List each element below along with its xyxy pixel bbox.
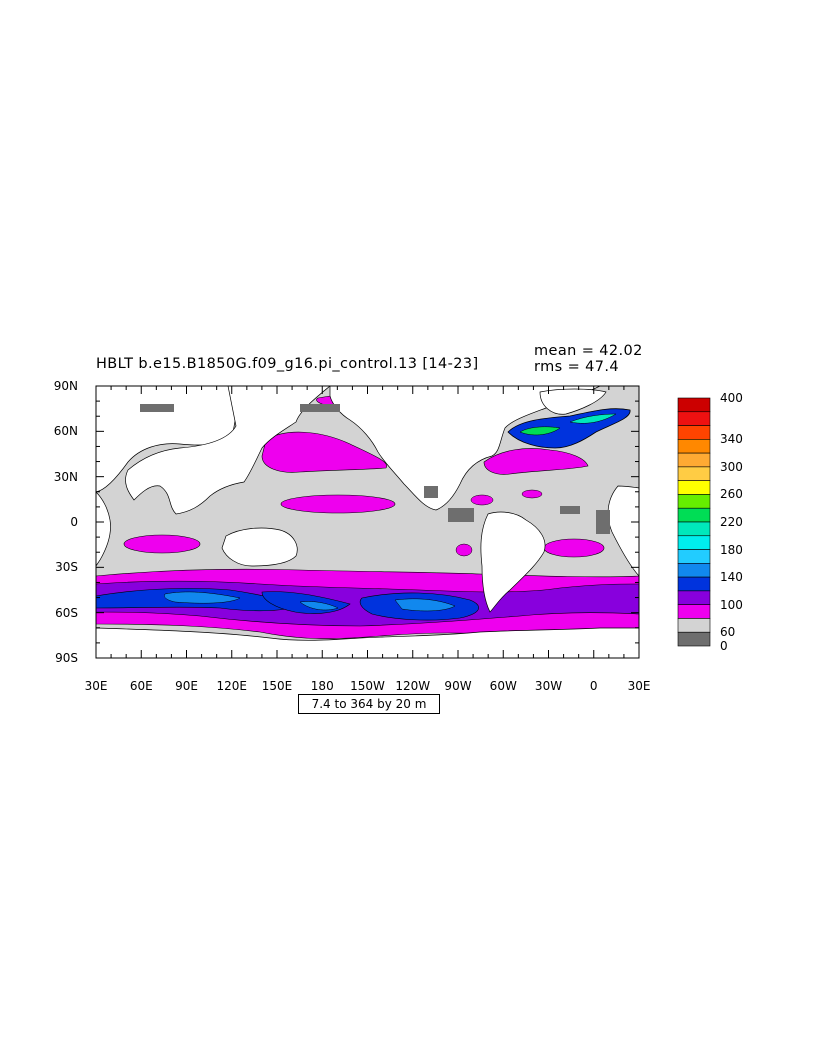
colorbar-swatch <box>677 411 711 426</box>
colorbar-label: 60 <box>720 625 736 640</box>
lon-label: 150W <box>350 679 385 693</box>
axis-ticks <box>95 385 640 659</box>
colorbar-swatch <box>677 604 711 619</box>
colorbar <box>677 397 711 647</box>
lat-label: 30S <box>55 560 78 575</box>
lon-label: 30W <box>534 679 563 693</box>
colorbar-swatch <box>677 576 711 592</box>
map-plot <box>95 385 640 659</box>
colorbar-swatch <box>677 452 711 468</box>
lon-label: 30E <box>627 679 651 693</box>
colorbar-swatch <box>677 397 711 413</box>
contour-info: 7.4 to 364 by 20 m <box>298 694 440 714</box>
colorbar-label: 400 <box>720 391 743 405</box>
colorbar-swatch <box>677 631 711 647</box>
lat-label: 90S <box>55 651 78 665</box>
caribbean-magenta <box>470 494 494 506</box>
low-patch-b <box>140 404 174 412</box>
labrador-sea-green <box>519 426 561 436</box>
colorbar-swatch <box>677 618 711 633</box>
land-north-america <box>329 385 601 511</box>
lat-label: 30N <box>53 469 78 484</box>
lon-label: 180 <box>310 679 334 693</box>
colorbar-swatch <box>677 563 711 578</box>
colorbar-swatch <box>677 439 711 454</box>
lat-label: 90N <box>53 379 78 393</box>
lat-label: 60N <box>53 424 78 439</box>
north-atlantic-magenta <box>483 448 589 475</box>
colorbar-swatch <box>677 494 711 509</box>
colorbar-label: 140 <box>720 570 743 585</box>
land-australia <box>221 527 298 567</box>
south-atlantic-magenta <box>543 538 605 558</box>
lon-label: 30E <box>84 679 108 693</box>
land-africa <box>95 485 640 577</box>
lon-label: 60E <box>129 679 153 693</box>
colorbar-swatch <box>677 549 711 564</box>
colorbar-swatch <box>677 521 711 537</box>
land-greenland <box>539 388 607 415</box>
land-south-america <box>480 511 546 613</box>
lon-label: 150E <box>261 679 293 693</box>
labrador-sea-cyan <box>569 413 617 424</box>
lon-label: 90E <box>175 679 198 693</box>
southern-ocean-lightblue-b <box>394 598 456 612</box>
lat-label: 0 <box>70 515 78 529</box>
southern-ocean-lightblue-c <box>299 601 339 611</box>
colorbar-swatch <box>677 425 711 440</box>
lon-label: 90W <box>444 679 472 693</box>
colorbar-swatch <box>677 535 711 550</box>
lon-label: 60W <box>489 679 517 693</box>
rms-stat: rms = 47.4 <box>534 359 620 375</box>
low-patch-c <box>448 508 474 522</box>
low-patch-d <box>596 510 610 534</box>
colorbar-label: 100 <box>720 597 743 612</box>
colorbar-label: 180 <box>720 542 743 557</box>
pacific-equatorial-magenta <box>280 494 396 514</box>
low-patch-e <box>560 506 580 514</box>
colorbar-swatch <box>677 480 711 495</box>
low-patch-a <box>300 404 340 412</box>
colorbar-label: 300 <box>720 459 743 474</box>
lon-label: 0 <box>589 679 598 693</box>
colorbar-swatch <box>677 466 711 481</box>
colorbar-label: 340 <box>720 432 743 447</box>
land-asia <box>125 385 331 515</box>
colorbar-label: 260 <box>720 487 743 502</box>
colorbar-label: 0 <box>720 639 728 653</box>
colorbar-swatch <box>677 507 711 523</box>
north-pacific-magenta <box>261 431 387 473</box>
lon-label: 120W <box>395 679 431 693</box>
lat-label: 60S <box>55 605 78 620</box>
colorbar-label: 220 <box>720 515 743 529</box>
patch-magenta-b <box>521 489 543 499</box>
plot-title: HBLT b.e15.B1850G.f09_g16.pi_control.13 … <box>96 356 479 372</box>
low-patch-f <box>424 486 438 498</box>
indian-ocean-magenta <box>123 534 201 554</box>
lon-label: 120E <box>216 679 248 693</box>
southern-ocean-lightblue-a <box>164 591 241 604</box>
mean-stat: mean = 42.02 <box>534 343 643 359</box>
patch-magenta <box>455 543 473 557</box>
colorbar-swatch <box>677 590 711 605</box>
